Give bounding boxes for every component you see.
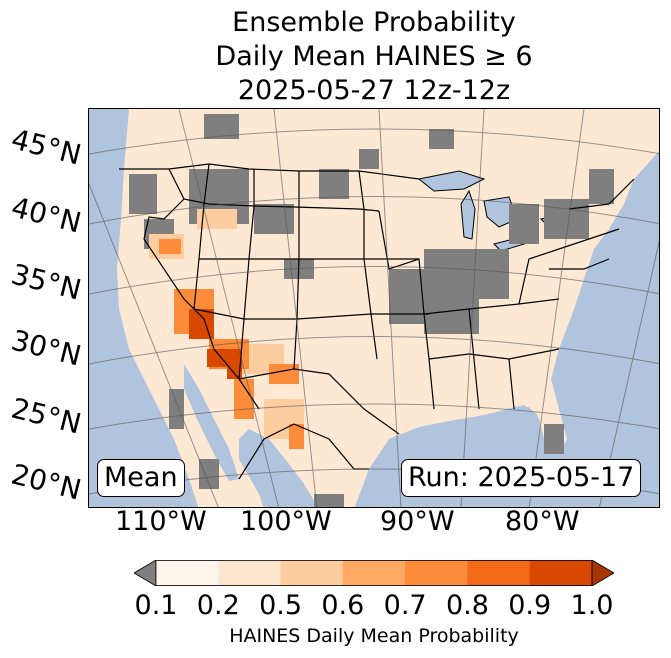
lon-label-90: 90°W <box>380 506 455 537</box>
lon-label-80: 80°W <box>505 506 580 537</box>
colorbar-tick-label: 0.8 <box>445 590 489 621</box>
title-line-2: Daily Mean HAINES ≥ 6 <box>215 41 533 72</box>
colorbar-segment <box>467 560 531 586</box>
lat-label-25: 25°N <box>8 391 85 441</box>
lat-label-35: 35°N <box>8 257 85 307</box>
colorbar-label: HAINES Daily Mean Probability <box>229 625 519 647</box>
colorbar-segment <box>405 560 468 586</box>
lon-label-100: 100°W <box>240 506 332 537</box>
colorbar-tick-label: 0.1 <box>134 590 178 621</box>
lat-label-40: 40°N <box>8 190 85 240</box>
colorbar-under-arrow <box>134 560 157 586</box>
colorbar-tick-label: 0.5 <box>259 590 303 621</box>
colorbar-segment <box>156 560 219 586</box>
map-canvas <box>89 109 659 507</box>
run-date-label: Run: 2025-05-17 <box>401 459 642 497</box>
colorbar-tick-label: 0.6 <box>321 590 365 621</box>
colorbar-tick-label: 0.9 <box>508 590 552 621</box>
colorbar-segment <box>218 560 282 586</box>
lat-label-20: 20°N <box>8 457 85 507</box>
colorbar-frame <box>155 560 593 586</box>
lat-label-45: 45°N <box>8 122 85 172</box>
lon-label-110: 110°W <box>115 506 207 537</box>
mean-label: Mean <box>97 459 185 497</box>
title-line-1: Ensemble Probability <box>232 7 516 38</box>
lat-label-30: 30°N <box>8 323 85 373</box>
map-panel <box>88 108 660 508</box>
colorbar <box>134 560 614 586</box>
colorbar-over-arrow <box>591 560 614 586</box>
gulf-of-california <box>184 364 239 481</box>
probability-region-high <box>189 309 242 379</box>
colorbar-tick-label: 0.7 <box>383 590 427 621</box>
colorbar-segment <box>342 560 406 586</box>
colorbar-tick-label: 1.0 <box>570 590 614 621</box>
title-line-3: 2025-05-27 12z-12z <box>237 75 511 106</box>
colorbar-segment <box>529 560 593 586</box>
colorbar-segment <box>280 560 344 586</box>
colorbar-tick-label: 0.2 <box>196 590 240 621</box>
